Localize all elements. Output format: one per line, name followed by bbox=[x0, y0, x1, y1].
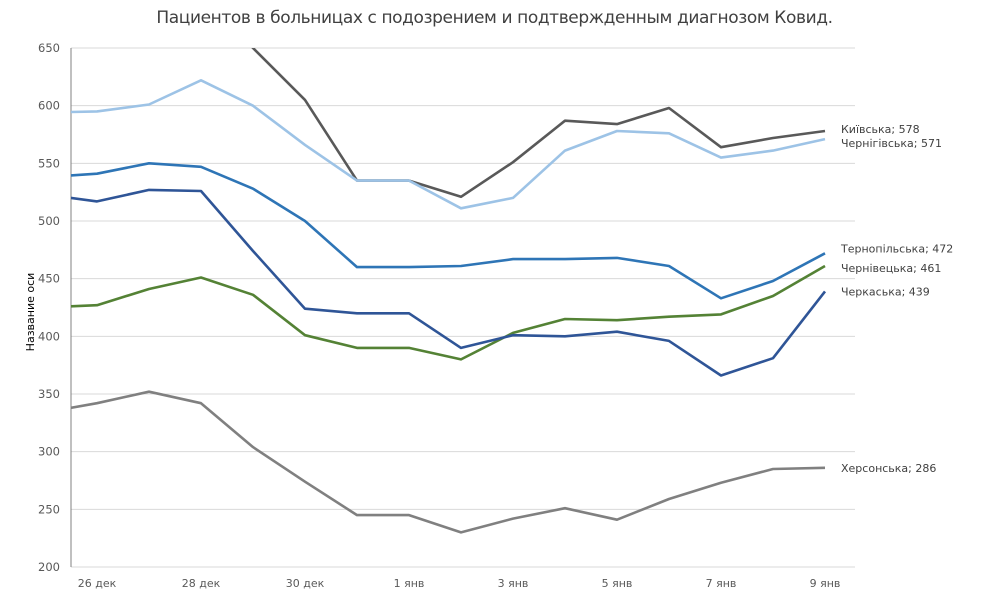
chart-title: Пациентов в больницах с подозрением и по… bbox=[156, 8, 833, 28]
y-tick-label: 600 bbox=[38, 99, 60, 113]
series-data-label: Тернопільська; 472 bbox=[840, 242, 953, 255]
axes: 26 дек 28 дек 30 дек 1 янв 3 янв 5 янв 7 янв 9 … bbox=[70, 48, 841, 590]
y-tick-label: 350 bbox=[38, 387, 60, 401]
series-data-label: Чернівецька; 461 bbox=[841, 262, 941, 275]
y-tick-label: 250 bbox=[38, 502, 60, 516]
series-lines bbox=[71, 48, 827, 534]
series-line-Херсонська bbox=[71, 390, 826, 534]
series-line-Тернопільська bbox=[71, 162, 826, 300]
y-tick-label: 500 bbox=[38, 214, 60, 228]
x-tick-label: 1 янв bbox=[394, 577, 425, 590]
gridlines: 200 250 300 350 400 450 500 550 600 650 bbox=[38, 41, 855, 574]
y-tick-label: 650 bbox=[38, 41, 60, 55]
series-line-Чернівецька bbox=[71, 264, 826, 361]
x-tick-label: 26 дек bbox=[78, 577, 117, 590]
series-line-Київська bbox=[251, 48, 826, 199]
x-tick-label: 5 янв bbox=[602, 577, 633, 590]
y-tick-label: 300 bbox=[38, 445, 60, 459]
y-tick-label: 550 bbox=[38, 156, 60, 170]
y-tick-label: 200 bbox=[38, 560, 60, 574]
y-tick-label: 400 bbox=[38, 329, 60, 343]
x-tick-label: 7 янв bbox=[706, 577, 737, 590]
x-tick-label: 28 дек bbox=[182, 577, 221, 590]
x-tick-label: 30 дек bbox=[286, 577, 325, 590]
series-data-label: Херсонська; 286 bbox=[841, 462, 936, 475]
series-data-label: Черкаська; 439 bbox=[841, 285, 930, 298]
series-line-Черкаська bbox=[71, 188, 827, 377]
series-line-Чернігівська bbox=[71, 79, 826, 210]
y-axis-title: Название оси bbox=[24, 273, 37, 352]
x-tick-label: 9 янв bbox=[810, 577, 841, 590]
y-tick-label: 450 bbox=[38, 272, 60, 286]
series-data-label: Чернігівська; 571 bbox=[841, 137, 942, 150]
x-tick-label: 3 янв bbox=[498, 577, 529, 590]
series-data-label: Київська; 578 bbox=[841, 123, 920, 136]
